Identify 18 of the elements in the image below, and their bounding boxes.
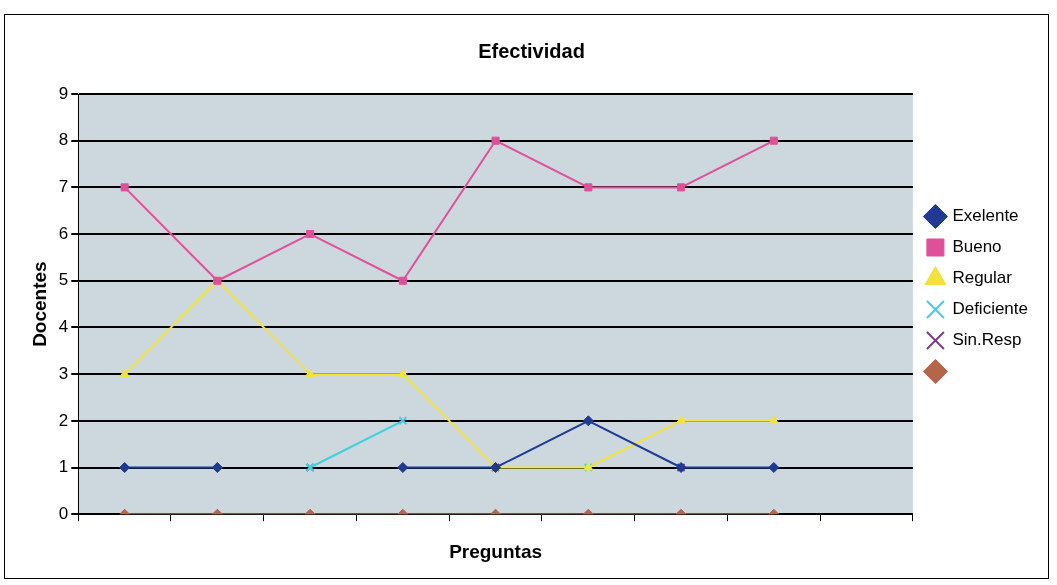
y-tick-label: 4	[58, 317, 69, 337]
y-tick-label: 0	[58, 503, 69, 523]
y-tick-label: 2	[58, 410, 69, 430]
legend-label: Regular	[952, 268, 1013, 288]
y-tick-label: 6	[58, 223, 69, 243]
y-tick-label: 9	[58, 83, 69, 103]
y-tick-label: 3	[58, 363, 69, 383]
y-axis-title: Docentes	[28, 261, 50, 347]
legend-label: Exelente	[952, 206, 1019, 226]
y-tick-label: 7	[58, 177, 69, 197]
x-axis-title: Preguntas	[449, 540, 543, 562]
chart-title: Efectividad	[478, 39, 585, 62]
legend-label: Deficiente	[952, 299, 1029, 319]
y-tick-label: 8	[58, 130, 69, 150]
legend-label: Bueno	[952, 237, 1002, 257]
y-tick-label: 1	[58, 457, 69, 477]
y-tick-label: 5	[58, 270, 69, 290]
legend-label: Sin.Resp	[952, 330, 1022, 350]
